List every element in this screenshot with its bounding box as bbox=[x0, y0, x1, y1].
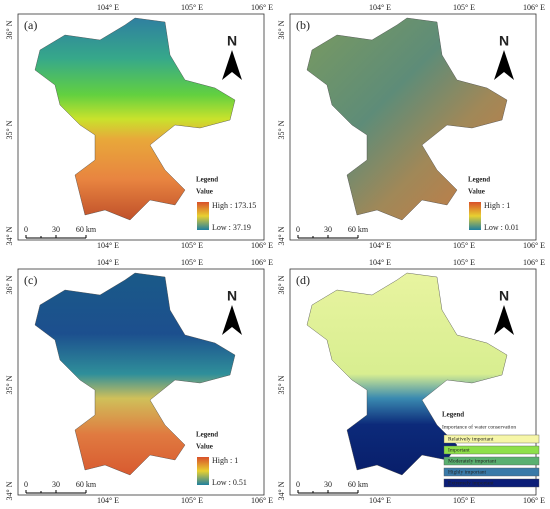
legend-item: Moderately important bbox=[448, 458, 497, 464]
legend-swatch bbox=[443, 445, 540, 455]
scale-label: 60 km bbox=[348, 480, 369, 489]
scale-label: 0 bbox=[24, 480, 28, 489]
legend-swatch bbox=[443, 478, 540, 488]
scale-bar bbox=[297, 235, 359, 239]
scale-label: 30 bbox=[52, 225, 60, 234]
legend-subtitle: Value bbox=[196, 188, 213, 196]
longitude-label: 104° E bbox=[97, 3, 119, 12]
latitude-label: 36° N bbox=[5, 275, 14, 294]
scale-label: 30 bbox=[324, 480, 332, 489]
longitude-label: 106° E bbox=[523, 496, 545, 505]
legend-subtitle: Value bbox=[468, 188, 485, 196]
latitude-label: 34° N bbox=[5, 226, 14, 245]
longitude-label: 106° E bbox=[251, 258, 273, 267]
legend-title: Legend bbox=[468, 176, 490, 184]
legend-high: High : 1 bbox=[484, 201, 510, 210]
legend-item: Important bbox=[448, 447, 470, 453]
scale-label: 30 bbox=[52, 480, 60, 489]
latitude-label: 34° N bbox=[277, 481, 286, 500]
legend-ramp bbox=[197, 457, 209, 485]
longitude-label: 105° E bbox=[181, 496, 203, 505]
panel-label: (b) bbox=[296, 18, 310, 32]
panel-label: (c) bbox=[24, 273, 37, 287]
legend-title: Legend bbox=[442, 411, 464, 419]
longitude-label: 104° E bbox=[369, 241, 391, 250]
latitude-label: 35° N bbox=[5, 120, 14, 139]
latitude-label: 35° N bbox=[277, 375, 286, 394]
latitude-label: 36° N bbox=[277, 20, 286, 39]
longitude-label: 106° E bbox=[251, 241, 273, 250]
legend-title: Legend bbox=[196, 431, 218, 439]
north-label: N bbox=[227, 33, 237, 49]
north-label: N bbox=[499, 33, 509, 49]
scale-label: 60 km bbox=[76, 480, 97, 489]
legend-ramp bbox=[469, 202, 481, 230]
latitude-label: 35° N bbox=[5, 375, 14, 394]
latitude-label: 34° N bbox=[277, 226, 286, 245]
north-arrow bbox=[494, 305, 514, 335]
legend-low: Low : 0.01 bbox=[484, 223, 519, 232]
longitude-label: 104° E bbox=[97, 258, 119, 267]
latitude-label: 36° N bbox=[5, 20, 14, 39]
latitude-label: 35° N bbox=[277, 120, 286, 139]
longitude-label: 106° E bbox=[523, 241, 545, 250]
longitude-label: 104° E bbox=[369, 496, 391, 505]
scale-label: 0 bbox=[296, 480, 300, 489]
north-label: N bbox=[499, 288, 509, 304]
longitude-label: 106° E bbox=[523, 258, 545, 267]
legend-swatch bbox=[443, 467, 540, 477]
legend-ramp bbox=[197, 202, 209, 230]
longitude-label: 106° E bbox=[251, 3, 273, 12]
longitude-label: 105° E bbox=[453, 3, 475, 12]
map-panel: (d) 104° E 105° E 106° E 104° E 105° E 106° E 3… bbox=[277, 258, 545, 505]
study-region bbox=[34, 17, 236, 221]
latitude-label: 36° N bbox=[277, 275, 286, 294]
longitude-label: 105° E bbox=[453, 496, 475, 505]
longitude-label: 105° E bbox=[181, 258, 203, 267]
legend-item: Relatively important bbox=[448, 436, 494, 442]
longitude-label: 105° E bbox=[453, 241, 475, 250]
scale-label: 30 bbox=[324, 225, 332, 234]
study-region bbox=[34, 272, 236, 476]
legend-title: Legend bbox=[196, 176, 218, 184]
longitude-label: 106° E bbox=[523, 3, 545, 12]
scale-bar bbox=[25, 235, 87, 239]
scale-label: 60 km bbox=[76, 225, 97, 234]
legend-swatch bbox=[443, 434, 540, 444]
panel-label: (a) bbox=[24, 18, 37, 32]
scale-label: 0 bbox=[296, 225, 300, 234]
longitude-label: 104° E bbox=[97, 496, 119, 505]
legend-high: High : 1 bbox=[212, 456, 238, 465]
north-label: N bbox=[227, 288, 237, 304]
scale-label: 60 km bbox=[348, 225, 369, 234]
legend-subtitle: Importance of water conservation bbox=[442, 423, 516, 430]
scale-bar bbox=[297, 490, 359, 494]
longitude-label: 105° E bbox=[181, 3, 203, 12]
longitude-label: 104° E bbox=[97, 241, 119, 250]
longitude-label: 105° E bbox=[181, 241, 203, 250]
north-arrow bbox=[222, 50, 242, 80]
north-arrow bbox=[222, 305, 242, 335]
longitude-label: 104° E bbox=[369, 258, 391, 267]
latitude-label: 34° N bbox=[5, 481, 14, 500]
legend-subtitle: Value bbox=[196, 443, 213, 451]
map-panel: (a) 104° E 105° E 106° E 104° E 105° E 106° E 3… bbox=[5, 3, 273, 250]
legend-item: Highly important bbox=[448, 469, 487, 475]
longitude-label: 106° E bbox=[251, 496, 273, 505]
longitude-label: 104° E bbox=[369, 3, 391, 12]
map-panel: (c) 104° E 105° E 106° E 104° E 105° E 106° E 3… bbox=[5, 258, 273, 505]
legend-high: High : 173.15 bbox=[212, 201, 256, 210]
scale-label: 0 bbox=[24, 225, 28, 234]
north-arrow bbox=[494, 50, 514, 80]
study-region bbox=[306, 17, 508, 221]
scale-bar bbox=[25, 490, 87, 494]
legend-swatch bbox=[443, 456, 540, 466]
legend-low: Low : 0.51 bbox=[212, 478, 247, 487]
panel-label: (d) bbox=[296, 273, 310, 287]
map-panel: (b) 104° E 105° E 106° E 104° E 105° E 106° E 3… bbox=[277, 3, 545, 250]
longitude-label: 105° E bbox=[453, 258, 475, 267]
legend-low: Low : 37.19 bbox=[212, 223, 251, 232]
legend-item: Extremely important bbox=[448, 480, 494, 486]
